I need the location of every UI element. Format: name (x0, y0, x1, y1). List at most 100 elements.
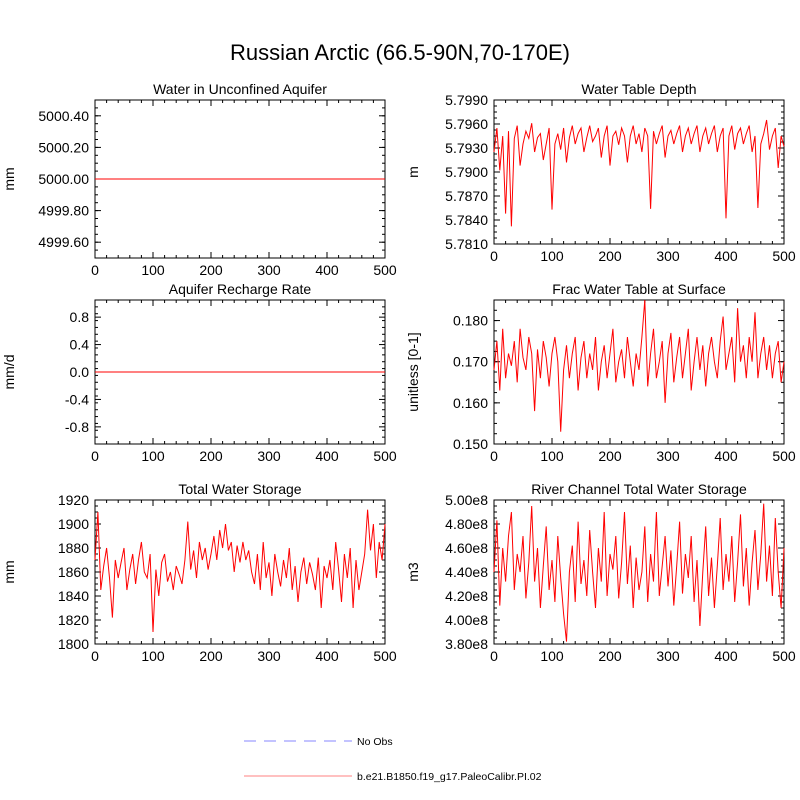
y-tick-label: 5.7840 (445, 212, 488, 228)
y-tick-label: 1800 (58, 636, 89, 652)
plot-frame (493, 99, 785, 245)
panel-title: Water in Unconfined Aquifer (153, 81, 327, 97)
legend: No Obs b.e21.B1850.f19_g17.PaleoCalibr.P… (244, 736, 542, 783)
x-tick-label: 100 (141, 448, 165, 464)
y-tick-label: 5.7810 (445, 236, 488, 252)
series-line (94, 509, 386, 633)
chart-panel-2: Water Table Depth 0 100 200 300 400 500 5.7810 5… (405, 81, 796, 264)
x-tick-label: 100 (141, 262, 165, 278)
x-tick-label: 100 (540, 648, 564, 664)
x-tick-label: 300 (257, 448, 281, 464)
y-axis-label: mm/d (1, 355, 17, 390)
y-tick-label: 5000.20 (38, 139, 89, 155)
y-tick-label: 1920 (58, 492, 89, 508)
x-tick-label: 200 (598, 248, 622, 264)
y-tick-label: 4.40e8 (445, 564, 488, 580)
y-tick-label: 0.0 (70, 364, 90, 380)
y-tick-label: 5.7990 (445, 92, 488, 108)
x-tick-label: 0 (490, 648, 498, 664)
y-tick-label: 4.60e8 (445, 540, 488, 556)
y-tick-label: 4.80e8 (445, 516, 488, 532)
y-axis-label: mm (1, 167, 17, 190)
x-tick-label: 400 (315, 648, 339, 664)
y-tick-label: 5.7960 (445, 116, 488, 132)
panel-title: River Channel Total Water Storage (531, 481, 747, 497)
series-line (493, 119, 785, 227)
x-tick-label: 400 (315, 262, 339, 278)
x-tick-label: 500 (373, 262, 397, 278)
figure-title: Russian Arctic (66.5-90N,70-170E) (230, 40, 570, 65)
chart-panel-6: River Channel Total Water Storage 0 100 200… (405, 481, 796, 664)
x-tick-label: 200 (598, 648, 622, 664)
x-tick-label: 500 (772, 648, 796, 664)
y-tick-label: 1820 (58, 612, 89, 628)
y-tick-label: 5.00e8 (445, 492, 488, 508)
legend-label-model: b.e21.B1850.f19_g17.PaleoCalibr.PI.02 (357, 771, 542, 783)
x-tick-label: 0 (490, 448, 498, 464)
y-axis-label: m (405, 166, 421, 178)
y-tick-label: 5000.40 (38, 108, 89, 124)
x-tick-label: 400 (315, 448, 339, 464)
y-tick-label: 4.20e8 (445, 588, 488, 604)
x-tick-label: 300 (257, 648, 281, 664)
panels-group: Water in Unconfined Aquifer 0 100 200 300 400… (1, 81, 796, 664)
x-tick-label: 200 (598, 448, 622, 464)
y-axis-label: m3 (405, 562, 421, 582)
x-tick-label: 0 (91, 448, 99, 464)
y-tick-label: 1860 (58, 564, 89, 580)
x-tick-label: 500 (772, 248, 796, 264)
x-tick-label: 400 (714, 648, 738, 664)
y-tick-label: 1840 (58, 588, 89, 604)
x-tick-label: 300 (257, 262, 281, 278)
panel-title: Water Table Depth (581, 81, 696, 97)
x-tick-label: 200 (199, 262, 223, 278)
x-tick-label: 100 (540, 448, 564, 464)
x-tick-label: 100 (540, 248, 564, 264)
y-tick-label: 4999.60 (38, 234, 89, 250)
y-tick-label: -0.8 (65, 419, 89, 435)
series-line (493, 503, 785, 642)
y-tick-label: -0.4 (65, 391, 89, 407)
y-axis-label: unitless [0-1] (405, 332, 421, 411)
x-tick-label: 300 (656, 248, 680, 264)
x-tick-label: 500 (772, 448, 796, 464)
y-tick-label: 0.170 (453, 354, 488, 370)
x-tick-label: 400 (714, 448, 738, 464)
y-tick-label: 4999.80 (38, 203, 89, 219)
x-tick-label: 500 (373, 448, 397, 464)
y-tick-label: 0.8 (70, 309, 90, 325)
y-tick-label: 3.80e8 (445, 636, 488, 652)
y-tick-label: 0.4 (70, 337, 90, 353)
y-tick-label: 5000.00 (38, 171, 89, 187)
x-tick-label: 400 (714, 248, 738, 264)
plot-frame (94, 499, 386, 645)
y-tick-label: 0.160 (453, 395, 488, 411)
x-tick-label: 500 (373, 648, 397, 664)
chart-panel-5: Total Water Storage 0 100 200 300 400 500 1800 1… (1, 481, 397, 664)
x-tick-label: 200 (199, 648, 223, 664)
x-tick-label: 100 (141, 648, 165, 664)
y-tick-label: 5.7900 (445, 164, 488, 180)
y-tick-label: 4.00e8 (445, 612, 488, 628)
x-tick-label: 0 (91, 262, 99, 278)
x-tick-label: 300 (656, 448, 680, 464)
chart-panel-1: Water in Unconfined Aquifer 0 100 200 300 400… (1, 81, 397, 278)
chart-panel-4: Frac Water Table at Surface 0 100 200 300 400… (405, 281, 796, 464)
y-tick-label: 1900 (58, 516, 89, 532)
x-tick-label: 0 (91, 648, 99, 664)
x-tick-label: 300 (656, 648, 680, 664)
chart-panel-3: Aquifer Recharge Rate 0 100 200 300 400 500 -0.… (1, 281, 397, 464)
y-tick-label: 1880 (58, 540, 89, 556)
y-tick-label: 5.7870 (445, 188, 488, 204)
x-tick-label: 200 (199, 448, 223, 464)
y-tick-label: 5.7930 (445, 140, 488, 156)
y-tick-label: 0.150 (453, 436, 488, 452)
y-axis-label: mm (1, 560, 17, 583)
y-tick-label: 0.180 (453, 313, 488, 329)
panel-title: Frac Water Table at Surface (552, 281, 726, 297)
plot-frame (493, 299, 785, 445)
panel-title: Total Water Storage (178, 481, 301, 497)
x-tick-label: 0 (490, 248, 498, 264)
